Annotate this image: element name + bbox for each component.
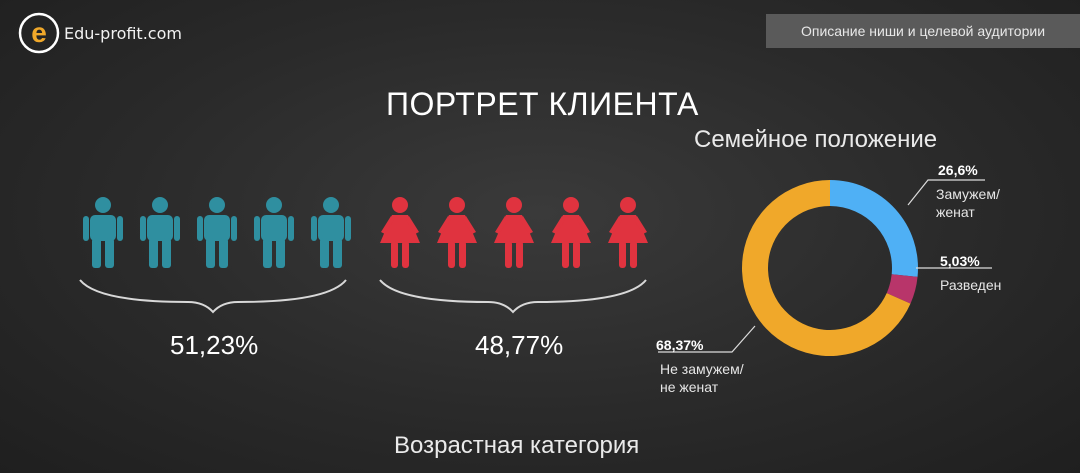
man-icon (188, 196, 245, 272)
woman-icon (428, 196, 485, 272)
chart-title: Семейное положение (694, 126, 938, 153)
donut-slice-1 (886, 274, 918, 304)
men-brace (79, 279, 347, 314)
slice-value-label-1: 5,03% (940, 253, 980, 269)
logo-glyph: e (31, 17, 47, 48)
section-tag: Описание ниши и целевой аудитории (766, 14, 1080, 48)
woman-icon (485, 196, 542, 272)
slice-name-label-2: не женат (660, 379, 719, 395)
women-percent: 48,77% (475, 330, 564, 360)
men-percent: 51,23% (170, 330, 259, 360)
man-icon (74, 196, 131, 272)
donut-slice-0 (830, 180, 918, 277)
woman-icon (542, 196, 599, 272)
man-icon (245, 196, 302, 272)
age-section-title: Возрастная категория (394, 432, 640, 459)
men-icons-row (74, 196, 359, 272)
page-title: ПОРТРЕТ КЛИЕНТА (386, 86, 699, 122)
leader-line-2 (658, 325, 756, 353)
man-icon (131, 196, 188, 272)
logo-text: Edu-profit.com (64, 23, 182, 43)
donut-slice-2 (742, 180, 911, 356)
woman-icon (371, 196, 428, 272)
women-icons-row (371, 196, 656, 272)
slice-name-label-2: Не замужем/ (660, 361, 744, 377)
leader-line-0 (907, 179, 985, 206)
man-icon (302, 196, 359, 272)
slice-value-label-2: 68,37% (656, 337, 704, 353)
logo-mark-icon: e (18, 12, 60, 54)
slice-name-label-1: Разведен (940, 277, 1001, 293)
woman-icon (599, 196, 656, 272)
slice-name-label-0: Замужем/ (936, 186, 1000, 202)
slice-name-label-0: женат (936, 204, 975, 220)
marital-donut-chart: 26,6% Замужем/женат 5,03% Разведен 68,37% Не … (656, 162, 1001, 395)
slice-value-label-0: 26,6% (938, 162, 978, 178)
logo[interactable]: e Edu-profit.com (16, 10, 182, 56)
women-brace (379, 279, 647, 314)
